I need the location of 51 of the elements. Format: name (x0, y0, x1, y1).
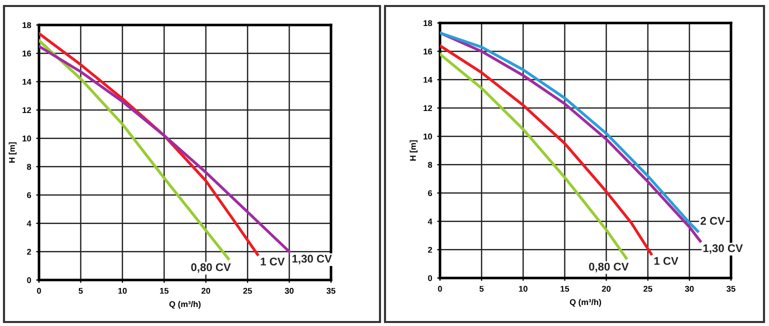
x-tick-label: 15 (560, 286, 570, 292)
y-tick-label: 4 (26, 220, 32, 226)
line-series (39, 44, 291, 254)
series-label: 0,80 CV (589, 262, 629, 272)
y-tick-label: 8 (428, 162, 432, 168)
y-tick-label: 12 (424, 105, 432, 112)
x-tick-label: 10 (519, 286, 528, 292)
series-label: 1 CV (260, 258, 285, 266)
x-tick-label: 0 (438, 286, 442, 292)
x-axis-title: Q (m³/h) (169, 300, 201, 309)
x-tick-label: 20 (602, 286, 611, 292)
y-tick-label: 10 (424, 134, 432, 140)
y-axis-title: H [m] (8, 142, 17, 163)
line-series (440, 44, 653, 256)
y-tick-label: 18 (424, 20, 432, 26)
x-tick-label: 30 (284, 288, 294, 294)
y-tick-label: 16 (424, 48, 432, 54)
x-tick-label: 0 (37, 288, 41, 294)
series-label: 2 CV (700, 216, 725, 225)
y-tick-label: 10 (22, 136, 32, 142)
y-tick-label: 8 (26, 164, 32, 170)
series-label: 1 CV (654, 257, 678, 265)
series-label: 1,30 CV (703, 244, 743, 254)
line-series (39, 39, 230, 260)
x-axis-title: Q (m³/h) (570, 298, 602, 307)
y-tick-label: 14 (22, 78, 32, 85)
y-axis-title: H [m] (410, 140, 418, 161)
x-tick-label: 30 (684, 286, 694, 292)
x-tick-label: 20 (202, 288, 210, 294)
series-label: 0,80 CV (191, 263, 231, 273)
y-tick-label: 2 (428, 246, 432, 253)
y-tick-label: 12 (22, 107, 32, 114)
y-tick-label: 6 (428, 190, 432, 196)
x-tick-label: 5 (78, 288, 83, 294)
y-tick-label: 0 (428, 275, 432, 282)
y-tick-label: 6 (27, 192, 32, 198)
y-tick-label: 2 (27, 248, 32, 255)
x-tick-label: 35 (726, 286, 736, 292)
x-tick-label: 25 (644, 286, 652, 292)
x-tick-label: 25 (243, 288, 252, 294)
series-label: 1,30 CV (292, 254, 332, 264)
y-tick-label: 16 (22, 50, 32, 56)
x-tick-label: 15 (160, 288, 169, 294)
line-series (440, 52, 628, 260)
y-tick-label: 4 (428, 218, 432, 224)
y-tick-label: 14 (424, 76, 432, 83)
x-tick-label: 10 (118, 288, 127, 294)
x-tick-label: 35 (326, 288, 336, 294)
x-tick-label: 5 (480, 286, 484, 292)
y-tick-label: 18 (22, 22, 32, 28)
y-tick-label: 0 (27, 277, 32, 284)
